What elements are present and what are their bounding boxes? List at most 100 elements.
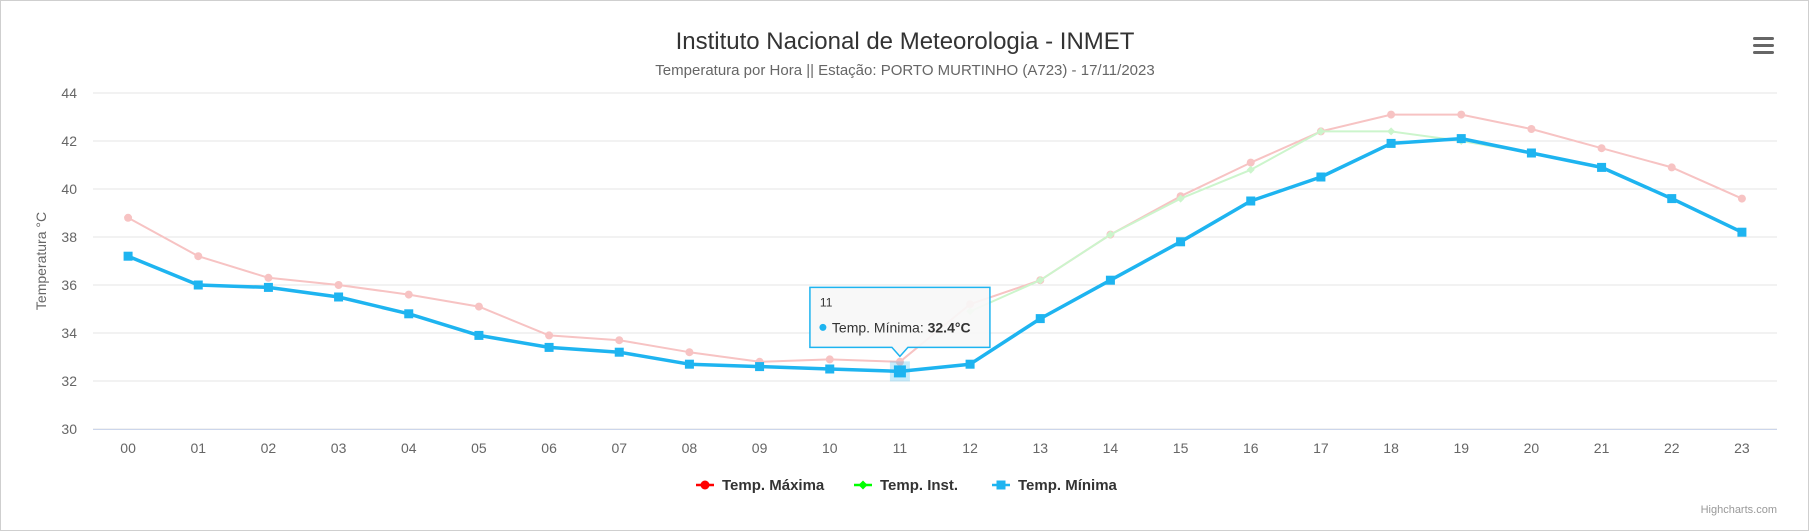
- data-point[interactable]: [123, 251, 133, 261]
- y-tick-label: 34: [61, 325, 77, 341]
- data-point[interactable]: [193, 280, 203, 290]
- x-tick-label: 18: [1383, 440, 1399, 456]
- data-point[interactable]: [684, 359, 694, 369]
- data-point[interactable]: [1316, 172, 1326, 182]
- tooltip-hour: 11: [820, 295, 833, 309]
- x-tick-label: 03: [331, 440, 347, 456]
- data-point[interactable]: [1387, 110, 1396, 119]
- data-point[interactable]: [1316, 127, 1325, 136]
- tooltip-text: Temp. Mínima: 32.4°C: [832, 319, 971, 335]
- x-tick-label: 06: [541, 440, 557, 456]
- data-point[interactable]: [474, 302, 483, 311]
- y-tick-label: 32: [61, 373, 77, 389]
- tooltip-series-label: Temp. Mínima:: [832, 319, 928, 335]
- x-tick-label: 13: [1032, 440, 1048, 456]
- legend-item-temp-maxima[interactable]: Temp. Máxima: [696, 477, 825, 494]
- data-point[interactable]: [1387, 127, 1396, 136]
- data-point[interactable]: [614, 347, 624, 357]
- y-tick-label: 38: [61, 229, 77, 245]
- x-tick-label: 16: [1243, 440, 1259, 456]
- x-tick-label: 00: [120, 440, 136, 456]
- data-point[interactable]: [474, 330, 484, 340]
- data-point[interactable]: [893, 365, 906, 378]
- tooltip-value: 32.4°C: [928, 319, 971, 335]
- data-point[interactable]: [1246, 196, 1256, 206]
- data-point[interactable]: [1176, 194, 1185, 203]
- data-point[interactable]: [1737, 227, 1747, 237]
- x-tick-label: 02: [261, 440, 277, 456]
- data-point[interactable]: [1667, 194, 1677, 204]
- legend: Temp. Máxima Temp. Inst. Temp. Mínima: [696, 477, 1118, 494]
- grid-lines: [93, 92, 1777, 430]
- x-tick-label: 05: [471, 440, 487, 456]
- legend-label: Temp. Mínima: [1018, 477, 1118, 494]
- data-point[interactable]: [334, 281, 343, 289]
- data-point[interactable]: [1106, 230, 1115, 239]
- data-point[interactable]: [1456, 134, 1466, 144]
- x-tick-label: 20: [1524, 440, 1540, 456]
- hamburger-menu-icon[interactable]: [1753, 37, 1774, 54]
- data-point[interactable]: [1526, 148, 1536, 158]
- y-tick-label: 40: [61, 181, 77, 197]
- data-point[interactable]: [1176, 237, 1186, 247]
- data-point[interactable]: [545, 331, 554, 340]
- data-point[interactable]: [895, 357, 904, 366]
- x-tick-label: 17: [1313, 440, 1329, 456]
- x-tick-label: 11: [893, 440, 908, 456]
- data-point[interactable]: [1036, 276, 1045, 285]
- data-point[interactable]: [1737, 194, 1746, 203]
- x-tick-label: 04: [401, 440, 417, 456]
- x-tick-label: 15: [1173, 440, 1189, 456]
- data-point[interactable]: [544, 342, 554, 352]
- tooltip-box: [809, 286, 991, 358]
- data-point[interactable]: [1386, 138, 1396, 148]
- data-point[interactable]: [1246, 165, 1255, 174]
- x-axis-ticks: 00 01 02 03 04 05 06 07 08 09 10 11 12 13 14 15 16 17 18 19…: [120, 440, 1750, 456]
- data-point[interactable]: [404, 290, 413, 299]
- x-tick-label: 21: [1594, 440, 1610, 456]
- y-axis-title: Temperatura °C: [33, 212, 49, 310]
- data-point[interactable]: [615, 336, 624, 345]
- series-line: [969, 130, 1533, 313]
- data-point[interactable]: [1667, 163, 1676, 172]
- series-temp-inst[interactable]: [966, 127, 1536, 316]
- series-temp-minima[interactable]: [123, 134, 1747, 382]
- data-point[interactable]: [263, 282, 273, 292]
- data-point[interactable]: [825, 364, 835, 374]
- data-point[interactable]: [334, 292, 344, 302]
- data-point[interactable]: [1035, 314, 1045, 324]
- y-axis-ticks: 30 32 34 36 38 40 42 44: [61, 85, 77, 437]
- data-point[interactable]: [685, 348, 694, 357]
- tooltip: 11 Temp. Mínima: 32.4°C: [809, 286, 991, 358]
- data-point[interactable]: [1105, 275, 1115, 285]
- context-menu-button[interactable]: [1749, 31, 1777, 59]
- credits-link[interactable]: Highcharts.com: [1701, 504, 1777, 516]
- data-point[interactable]: [264, 273, 273, 282]
- chart-title: Instituto Nacional de Meteorologia - INM…: [676, 28, 1135, 55]
- tooltip-series-dot: [819, 323, 827, 331]
- y-tick-label: 30: [61, 421, 77, 437]
- x-tick-label: 08: [682, 440, 698, 456]
- legend-marker: [700, 480, 710, 490]
- legend-item-temp-minima[interactable]: Temp. Mínima: [992, 477, 1118, 494]
- legend-marker: [996, 480, 1006, 490]
- x-tick-label: 10: [822, 440, 838, 456]
- y-tick-label: 42: [61, 133, 77, 149]
- data-point[interactable]: [1457, 110, 1466, 119]
- x-tick-label: 23: [1734, 440, 1750, 456]
- data-point[interactable]: [1597, 144, 1606, 153]
- data-point[interactable]: [124, 213, 133, 222]
- data-point[interactable]: [1246, 158, 1255, 167]
- series-line: [126, 136, 1744, 374]
- y-tick-label: 44: [61, 85, 77, 101]
- data-point[interactable]: [825, 355, 834, 364]
- legend-item-temp-inst[interactable]: Temp. Inst.: [854, 477, 958, 494]
- x-tick-label: 07: [611, 440, 627, 456]
- data-point[interactable]: [404, 309, 414, 319]
- data-point[interactable]: [194, 252, 203, 261]
- data-point[interactable]: [965, 359, 975, 369]
- data-point[interactable]: [1527, 125, 1536, 133]
- data-point[interactable]: [1597, 162, 1607, 172]
- data-point[interactable]: [755, 362, 765, 372]
